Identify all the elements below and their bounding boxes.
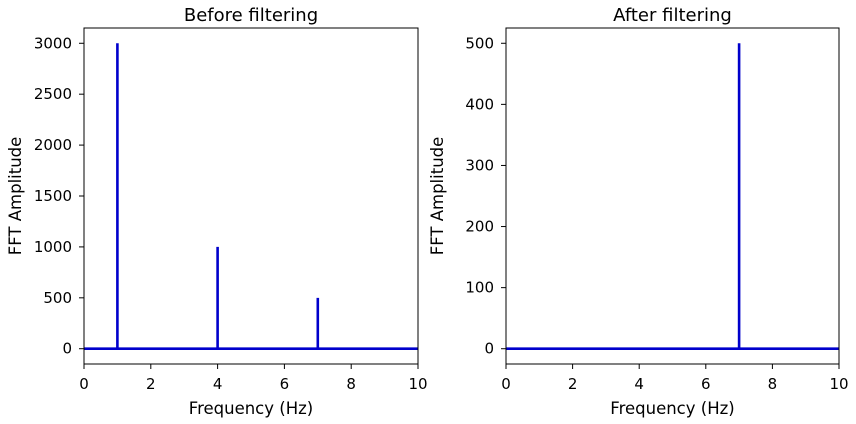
y-tick-label: 0 bbox=[484, 340, 494, 358]
x-tick-label: 4 bbox=[213, 375, 223, 393]
x-tick-label: 10 bbox=[408, 375, 427, 393]
y-tick-label: 100 bbox=[465, 279, 494, 297]
x-axis-label: Frequency (Hz) bbox=[189, 399, 313, 418]
y-tick-label: 1000 bbox=[34, 238, 72, 256]
series-line-0 bbox=[506, 43, 839, 351]
y-tick-label: 500 bbox=[43, 289, 72, 307]
x-axis-label: Frequency (Hz) bbox=[610, 399, 734, 418]
x-tick-label: 0 bbox=[501, 375, 511, 393]
x-tick-label: 6 bbox=[280, 375, 290, 393]
y-tick-label: 300 bbox=[465, 156, 494, 174]
chart-before-filtering: 0 2 4 6 8 10 0 500 1000 1500 2000 2500 3000 Before fi… bbox=[6, 5, 428, 418]
x-tick-label: 0 bbox=[79, 375, 89, 393]
y-tick-label: 2000 bbox=[34, 136, 72, 154]
x-tick-label: 8 bbox=[768, 375, 778, 393]
axes-frame bbox=[505, 27, 840, 365]
y-tick-label: 500 bbox=[465, 34, 494, 52]
y-tick-label: 400 bbox=[465, 95, 494, 113]
y-axis-label: FFT Amplitude bbox=[6, 137, 25, 256]
x-tick-label: 2 bbox=[568, 375, 578, 393]
chart-title: After filtering bbox=[613, 5, 732, 26]
x-tick-label: 10 bbox=[829, 375, 848, 393]
x-tick-label: 8 bbox=[346, 375, 356, 393]
y-tick-label: 1500 bbox=[34, 187, 72, 205]
y-tick-label: 200 bbox=[465, 218, 494, 236]
chart-title: Before filtering bbox=[184, 5, 318, 26]
x-tick-label: 6 bbox=[701, 375, 711, 393]
y-tick-label: 3000 bbox=[34, 34, 72, 52]
x-tick-label: 2 bbox=[146, 375, 156, 393]
axes-frame bbox=[83, 27, 419, 365]
x-tick-label: 4 bbox=[634, 375, 644, 393]
series-line-0 bbox=[84, 43, 418, 351]
y-tick-label: 2500 bbox=[34, 85, 72, 103]
y-axis-label: FFT Amplitude bbox=[428, 137, 447, 256]
y-tick-label: 0 bbox=[62, 340, 72, 358]
